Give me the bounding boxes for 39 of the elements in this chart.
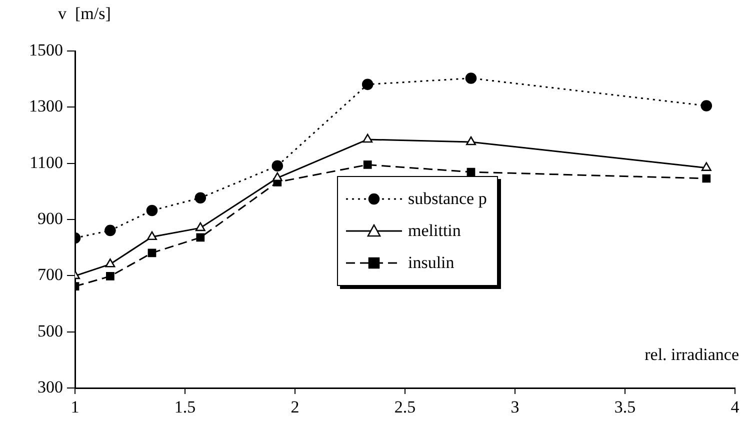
point xyxy=(194,192,206,204)
y-axis-title: v [m/s] xyxy=(58,4,111,24)
x-tick-label: 2.5 xyxy=(394,398,416,417)
y-tick-label: 700 xyxy=(38,265,63,284)
point xyxy=(146,204,158,216)
legend-label: insulin xyxy=(408,253,454,273)
x-axis-title: rel. irradiance xyxy=(644,345,739,365)
point xyxy=(148,248,156,258)
point xyxy=(106,272,114,280)
x-tick-label: 4 xyxy=(730,398,740,417)
y-tick-label: 1300 xyxy=(29,96,63,116)
point xyxy=(362,78,374,90)
point xyxy=(466,168,476,176)
point xyxy=(466,136,476,146)
point xyxy=(195,222,206,232)
point xyxy=(104,224,116,236)
point xyxy=(465,72,477,84)
point xyxy=(272,160,284,172)
y-tick-label: 900 xyxy=(38,208,63,228)
point xyxy=(196,233,205,242)
legend-label: substance p xyxy=(408,189,487,209)
y-tick-label: 300 xyxy=(38,377,63,396)
x-tick-label: 3.5 xyxy=(614,398,636,417)
point xyxy=(700,100,712,112)
point xyxy=(105,258,116,268)
point xyxy=(362,134,373,143)
y-tick-label: 1500 xyxy=(29,40,63,60)
point xyxy=(147,231,157,240)
point xyxy=(363,160,372,169)
point xyxy=(702,174,711,183)
x-tick-label: 2 xyxy=(290,398,300,417)
x-tick-label: 1.5 xyxy=(174,398,196,417)
x-tick-label: 3 xyxy=(510,398,520,417)
point xyxy=(701,162,712,171)
y-tick-label: 1100 xyxy=(30,152,63,172)
y-tick-label: 500 xyxy=(38,321,63,340)
legend-label: melittin xyxy=(408,221,461,241)
x-tick-label: 1 xyxy=(70,398,80,417)
point xyxy=(272,172,282,182)
